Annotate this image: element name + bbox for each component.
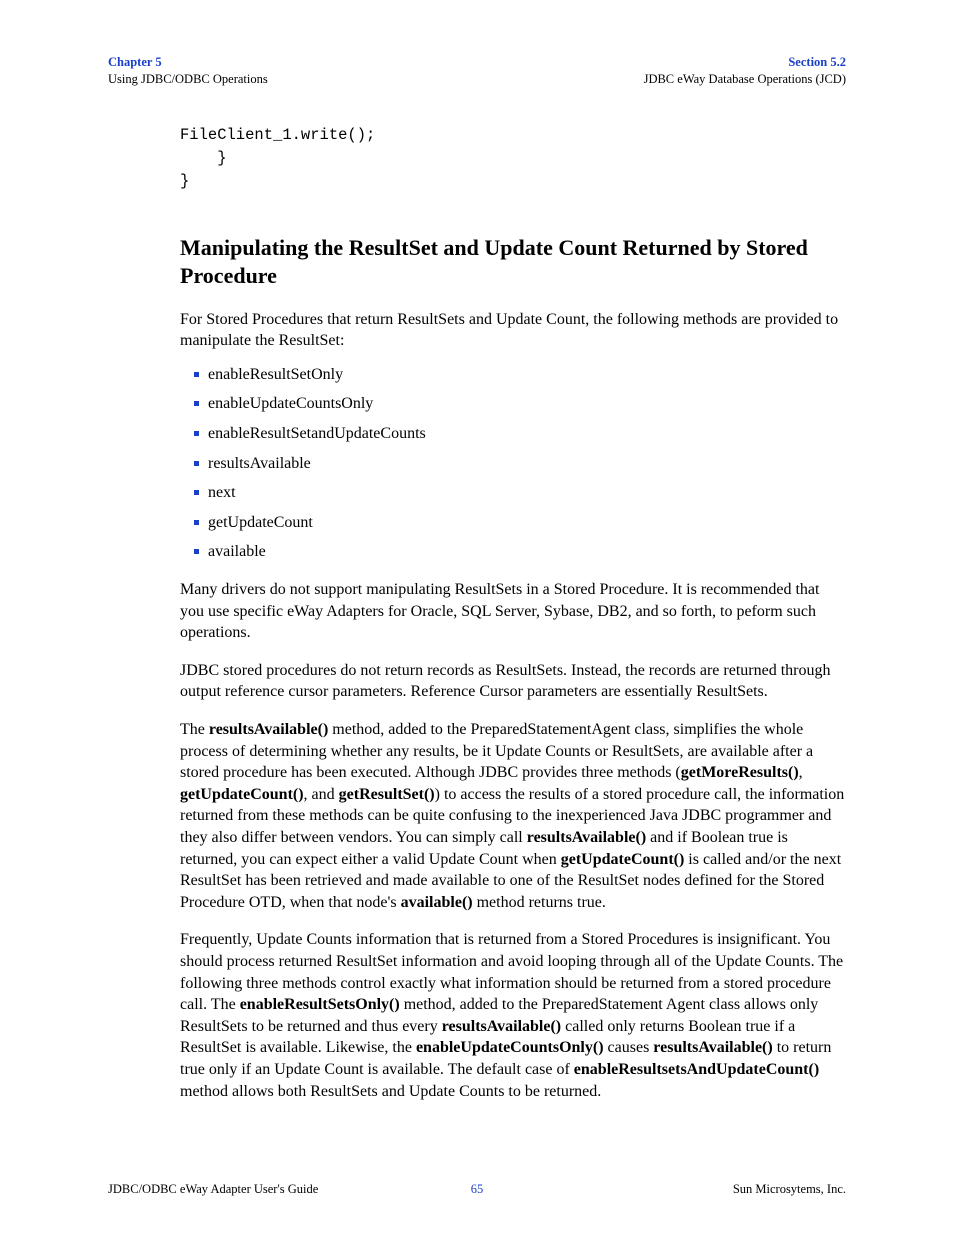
method-name: resultsAvailable() bbox=[527, 829, 646, 846]
header-right: Section 5.2 JDBC eWay Database Operation… bbox=[644, 54, 846, 88]
method-name: resultsAvailable() bbox=[442, 1018, 561, 1035]
method-name: getMoreResults() bbox=[681, 764, 799, 781]
method-name: enableUpdateCountsOnly() bbox=[416, 1039, 604, 1056]
method-name: enableResultsetsAndUpdateCount() bbox=[574, 1061, 819, 1078]
method-name: getUpdateCount() bbox=[180, 786, 304, 803]
list-item: resultsAvailable bbox=[180, 453, 846, 475]
code-snippet: FileClient_1.write(); } } bbox=[180, 124, 846, 194]
list-item: getUpdateCount bbox=[180, 512, 846, 534]
body-paragraph: Frequently, Update Counts information th… bbox=[180, 929, 846, 1102]
page-header: Chapter 5 Using JDBC/ODBC Operations Sec… bbox=[108, 54, 846, 88]
header-left: Chapter 5 Using JDBC/ODBC Operations bbox=[108, 54, 268, 88]
body-paragraph: JDBC stored procedures do not return rec… bbox=[180, 660, 846, 703]
page-footer: JDBC/ODBC eWay Adapter User's Guide 65 S… bbox=[108, 1182, 846, 1197]
body-paragraph: The resultsAvailable() method, added to … bbox=[180, 719, 846, 913]
method-name: resultsAvailable() bbox=[653, 1039, 772, 1056]
body-paragraph: Many drivers do not support manipulating… bbox=[180, 579, 846, 644]
list-item: enableResultSetandUpdateCounts bbox=[180, 423, 846, 445]
list-item: next bbox=[180, 482, 846, 504]
section-subtitle: JDBC eWay Database Operations (JCD) bbox=[644, 71, 846, 88]
section-heading: Manipulating the ResultSet and Update Co… bbox=[180, 234, 846, 291]
footer-right: Sun Microsytems, Inc. bbox=[733, 1182, 846, 1197]
list-item: enableResultSetOnly bbox=[180, 364, 846, 386]
method-name: getUpdateCount() bbox=[561, 851, 685, 868]
method-name: available() bbox=[401, 894, 473, 911]
document-page: Chapter 5 Using JDBC/ODBC Operations Sec… bbox=[0, 0, 954, 1235]
chapter-subtitle: Using JDBC/ODBC Operations bbox=[108, 71, 268, 88]
page-number: 65 bbox=[471, 1182, 484, 1197]
section-label: Section 5.2 bbox=[644, 54, 846, 71]
list-item: available bbox=[180, 541, 846, 563]
method-name: getResultSet() bbox=[339, 786, 435, 803]
method-list: enableResultSetOnly enableUpdateCountsOn… bbox=[180, 364, 846, 563]
method-name: resultsAvailable() bbox=[209, 721, 328, 738]
footer-left: JDBC/ODBC eWay Adapter User's Guide bbox=[108, 1182, 318, 1197]
intro-paragraph: For Stored Procedures that return Result… bbox=[180, 309, 846, 352]
method-name: enableResultSetsOnly() bbox=[240, 996, 400, 1013]
chapter-label: Chapter 5 bbox=[108, 54, 268, 71]
list-item: enableUpdateCountsOnly bbox=[180, 393, 846, 415]
